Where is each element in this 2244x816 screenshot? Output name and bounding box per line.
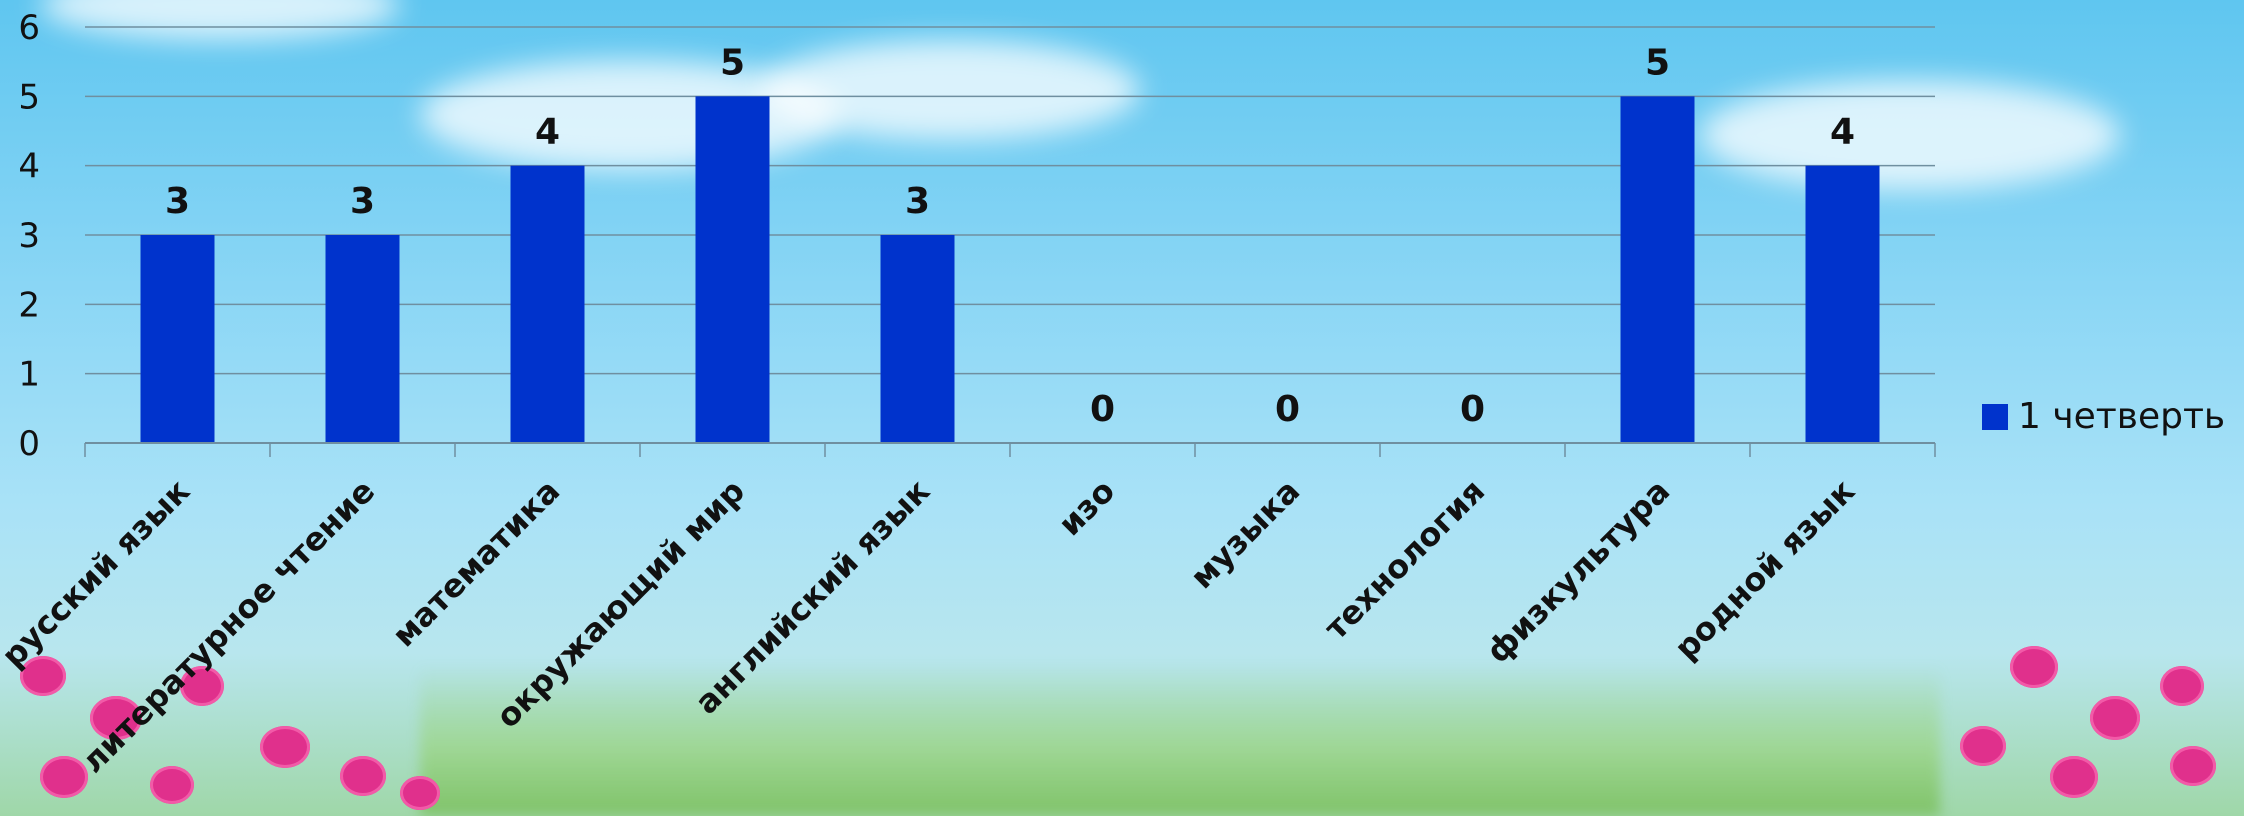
bar: [510, 165, 585, 443]
y-tick-label: 2: [18, 285, 40, 325]
y-tick-label: 3: [18, 216, 40, 256]
data-label: 4: [1830, 112, 1855, 153]
data-label: 3: [165, 181, 190, 222]
cloud: [760, 40, 1140, 140]
x-tick-label: изо: [1051, 472, 1122, 543]
flowers-right: [1920, 636, 2244, 816]
x-tick-label: русский язык: [0, 472, 197, 675]
y-tick-label: 1: [18, 355, 40, 395]
bar: [880, 235, 955, 443]
data-label: 0: [1090, 389, 1115, 430]
bar: [140, 235, 215, 443]
bar: [1620, 96, 1695, 443]
data-label: 3: [905, 181, 930, 222]
data-label: 4: [535, 112, 560, 153]
bars: [140, 96, 1880, 443]
x-tick-label: музыка: [1183, 472, 1307, 596]
x-tick-label: математика: [385, 472, 567, 654]
y-tick-label: 0: [18, 424, 40, 464]
legend: 1 четверть: [1982, 396, 2225, 437]
bar: [1805, 165, 1880, 443]
y-tick-label: 5: [18, 77, 40, 117]
grass: [420, 666, 1940, 816]
data-label: 0: [1460, 389, 1485, 430]
y-tick-label: 4: [18, 147, 40, 187]
x-tick-label: технология: [1317, 472, 1492, 647]
x-axis: [84, 442, 1936, 457]
bar: [325, 235, 400, 443]
y-axis-ticks: 0 1 2 3 4 5 6: [18, 8, 40, 464]
flowers-left: [0, 616, 470, 816]
x-tick-label: физкультура: [1479, 472, 1678, 671]
data-label: 5: [720, 42, 745, 83]
y-tick-label: 6: [18, 8, 40, 48]
x-tick-label: родной язык: [1667, 472, 1862, 667]
data-label: 5: [1645, 42, 1670, 83]
data-labels: 3 3 4 5 3 0 0 0 5 4: [165, 42, 1855, 430]
x-tick-label: литературное чтение: [74, 472, 383, 781]
data-label: 3: [350, 181, 375, 222]
data-label: 0: [1275, 389, 1300, 430]
cloud: [1700, 80, 2120, 190]
legend-swatch: [1982, 403, 2008, 430]
legend-label: 1 четверть: [2018, 396, 2226, 437]
bar: [695, 96, 770, 443]
